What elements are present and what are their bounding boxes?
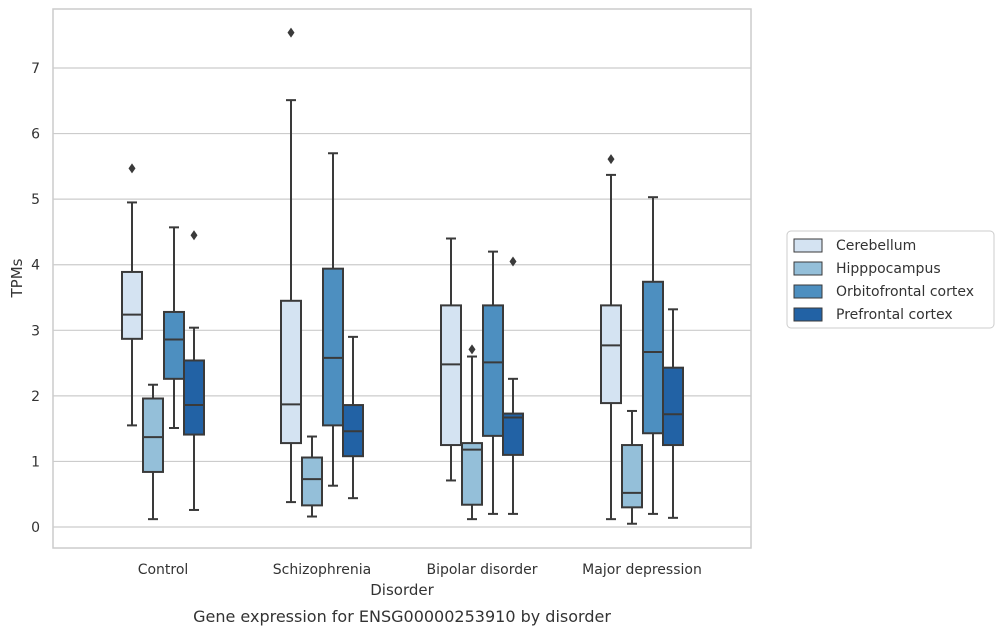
x-tick-label: Control [138,562,189,578]
series-orbitofrontal-cortex [163,152,664,515]
y-tick-labels: 0 1 2 3 4 5 6 7 [31,61,40,536]
series-hipppocampus [142,344,643,525]
y-tick-label: 5 [31,192,40,208]
box [440,237,462,482]
legend-swatch [793,284,823,299]
box-iqr [642,280,664,435]
legend: Cerebellum Hipppocampus Orbitofrontal cort… [786,230,995,329]
box [482,250,504,515]
box [280,27,302,504]
outlier-point [287,27,295,38]
box [342,335,364,500]
outlier-point [128,163,136,174]
legend-swatch [793,261,823,276]
box [662,308,684,519]
box [142,383,164,521]
box-iqr [301,456,323,507]
y-axis-label: TPMs [8,258,26,298]
series-cerebellum [121,27,622,521]
box [301,435,323,518]
legend-label: Prefrontal cortex [836,307,953,323]
box-iqr [482,304,504,437]
box-iqr [621,444,643,509]
series-prefrontal-cortex [183,230,684,519]
box-series [121,27,684,525]
box-iqr [280,299,302,445]
box [163,226,185,430]
box [621,409,643,525]
outlier-point [190,230,198,241]
box-iqr [121,270,143,340]
x-tick-label: Bipolar disorder [426,562,537,578]
y-tick-label: 4 [31,258,40,274]
y-tick-label: 6 [31,127,40,143]
box [461,344,483,521]
box-iqr [502,412,524,456]
box-iqr [461,442,483,506]
box [121,163,143,427]
y-tick-label: 0 [31,520,40,536]
legend-swatch [793,307,823,322]
box-iqr [142,397,164,473]
box [183,230,205,511]
box-iqr [440,304,462,447]
y-tick-label: 2 [31,389,40,405]
box [502,256,524,515]
legend-label: Cerebellum [836,238,916,254]
y-tick-label: 3 [31,323,40,339]
legend-label: Hipppocampus [836,261,941,277]
chart-caption: Gene expression for ENSG00000253910 by d… [193,607,611,626]
outlier-point [607,154,615,165]
box-iqr [183,359,205,436]
box-iqr [163,310,185,380]
outlier-point [468,344,476,355]
y-tick-label: 7 [31,61,40,77]
y-tick-label: 1 [31,454,40,470]
legend-frame [786,230,995,329]
box [600,154,622,521]
box-iqr [322,267,344,427]
x-tick-label: Major depression [582,562,702,578]
box-iqr [662,366,684,447]
legend-label: Orbitofrontal cortex [836,284,974,300]
box-iqr [600,304,622,405]
legend-swatch [793,238,823,253]
x-tick-labels: Control Schizophrenia Bipolar disorder Majo… [138,562,702,578]
x-tick-label: Schizophrenia [273,562,371,578]
outlier-point [509,256,517,267]
box [322,152,344,487]
x-axis-label: Disorder [370,581,434,599]
box [642,196,664,515]
plot-area-frame [52,8,752,549]
